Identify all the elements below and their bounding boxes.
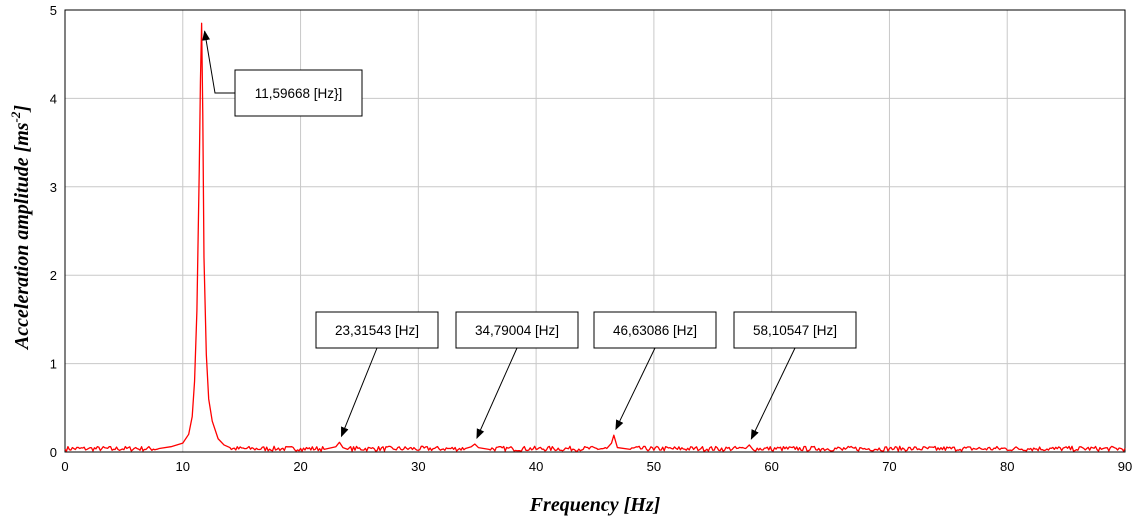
peak-annotation-2: 34,79004 [Hz] <box>455 311 579 439</box>
annotation-box-3 <box>593 311 717 349</box>
annotation-arrow-2 <box>476 347 518 439</box>
series-line-0 <box>64 22 1126 452</box>
annotation-label-0: 11,59668 [Hz}] <box>255 86 343 101</box>
y-tick-label-2: 2 <box>50 268 57 283</box>
annotation-arrow-0 <box>202 30 235 94</box>
series-layer <box>64 22 1126 452</box>
annotation-label-2: 34,79004 [Hz] <box>475 323 559 338</box>
y-tick-label-0: 0 <box>50 445 57 460</box>
annotation-label-1: 23,31543 [Hz] <box>335 323 419 338</box>
peak-annotation-4: 58,10547 [Hz] <box>733 311 857 440</box>
x-tick-label-3: 30 <box>411 459 425 474</box>
annotation-box-0 <box>234 69 363 117</box>
grid <box>64 9 1126 453</box>
x-tick-label-4: 40 <box>529 459 543 474</box>
y-tick-label-5: 5 <box>50 3 57 18</box>
x-tick-label-6: 60 <box>764 459 778 474</box>
annotation-arrow-1 <box>340 347 378 438</box>
y-tick-label-3: 3 <box>50 180 57 195</box>
annotation-box-1 <box>315 311 439 349</box>
x-tick-label-2: 20 <box>293 459 307 474</box>
plot-area-frame <box>64 9 1126 453</box>
annotation-arrow-3 <box>615 347 656 431</box>
y-tick-label-4: 4 <box>50 91 57 106</box>
peak-annotation-3: 46,63086 [Hz] <box>593 311 717 431</box>
peak-annotation-1: 23,31543 [Hz] <box>315 311 439 438</box>
annotation-box-4 <box>733 311 857 349</box>
y-axis-title-main: Acceleration amplitude [ms <box>11 122 33 351</box>
annotations: 11,59668 [Hz}] 23,31543 [Hz] 34,79004 [Hz]… <box>202 30 857 440</box>
x-tick-label-1: 10 <box>176 459 190 474</box>
annotation-arrow-4 <box>750 347 796 440</box>
y-axis-ticks: 0 1 2 3 4 5 <box>50 3 57 460</box>
y-tick-label-1: 1 <box>50 357 57 372</box>
x-tick-label-5: 50 <box>647 459 661 474</box>
x-tick-label-9: 90 <box>1118 459 1132 474</box>
peak-annotation-0: 11,59668 [Hz}] <box>202 30 363 117</box>
x-tick-label-0: 0 <box>61 459 68 474</box>
annotation-label-3: 46,63086 [Hz] <box>613 323 697 338</box>
annotation-label-4: 58,10547 [Hz] <box>753 323 837 338</box>
y-axis-title-end: ] <box>11 105 33 114</box>
x-axis-ticks: 0 10 20 30 40 50 60 70 80 90 <box>61 459 1132 474</box>
x-tick-label-8: 80 <box>1000 459 1014 474</box>
annotation-box-2 <box>455 311 579 349</box>
y-axis-title: Acceleration amplitude [ms-2] <box>8 105 33 352</box>
y-axis-title-exponent: -2 <box>8 111 23 122</box>
x-axis-title: Frequency [Hz] <box>529 494 661 516</box>
x-tick-label-7: 70 <box>882 459 896 474</box>
